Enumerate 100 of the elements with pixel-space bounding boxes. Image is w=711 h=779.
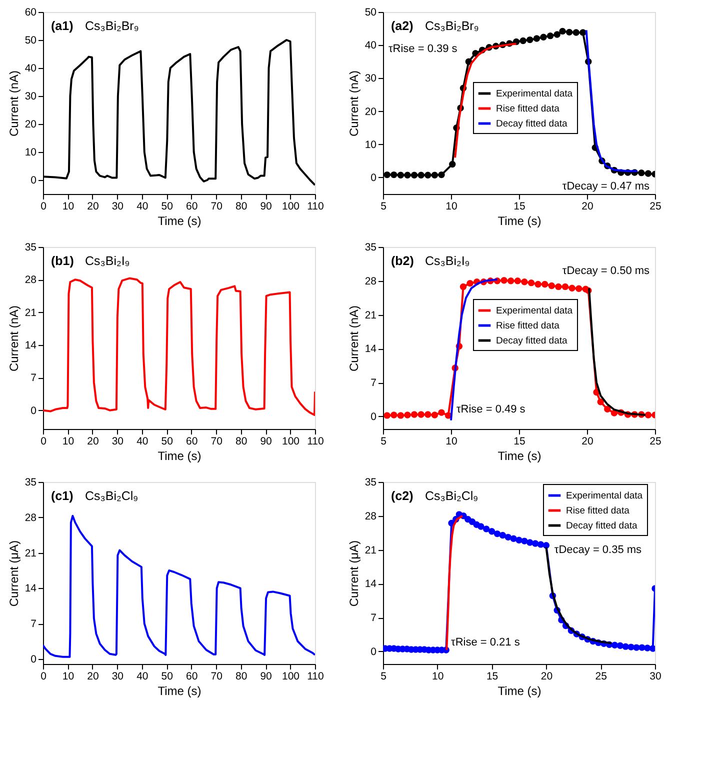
point xyxy=(548,282,555,290)
annotation: τDecay = 0.50 ms xyxy=(562,265,650,278)
x-tick-label: 5 xyxy=(380,200,387,212)
point xyxy=(483,526,490,532)
point xyxy=(410,411,418,418)
y-tick-label: 21 xyxy=(24,547,37,560)
text: (c2) Cs₃Bi₂Cl₉ xyxy=(391,489,478,503)
x-tick-label: 20 xyxy=(87,436,99,448)
x-tick-label: 10 xyxy=(432,670,444,682)
point xyxy=(638,169,645,176)
point xyxy=(597,398,604,406)
line-series xyxy=(43,514,315,658)
point xyxy=(465,58,472,65)
y-tick-label: 50 xyxy=(364,6,377,18)
x-tick-label: 50 xyxy=(161,200,174,212)
x-tick-label: 90 xyxy=(260,200,272,212)
point xyxy=(514,278,521,284)
point xyxy=(504,534,512,541)
y-tick-label: 0 xyxy=(30,653,37,666)
point xyxy=(559,28,566,35)
point xyxy=(521,278,528,286)
y-tick-label: 0 xyxy=(30,174,37,186)
point xyxy=(431,412,438,418)
y-tick-label: 20 xyxy=(364,106,377,118)
legend-label: Decay fitted data xyxy=(496,336,568,346)
y-tick-label: 21 xyxy=(364,544,377,556)
y-tick-label: 60 xyxy=(24,6,37,18)
point xyxy=(611,642,618,648)
y-tick-label: 0 xyxy=(370,172,377,184)
point xyxy=(562,283,569,290)
x-tick-label: 80 xyxy=(235,670,248,682)
x-tick-label: 0 xyxy=(40,200,47,212)
y-tick-label: 28 xyxy=(364,510,377,522)
x-tick-label: 70 xyxy=(210,436,223,448)
annotation: τRise = 0.49 s xyxy=(456,403,526,416)
x-tick-label: 30 xyxy=(112,436,124,448)
legend-label: Decay fitted data xyxy=(566,520,638,532)
y-tick-label: 10 xyxy=(364,138,377,151)
y-tick-label: 35 xyxy=(24,242,37,254)
legend-label: Decay fitted data xyxy=(496,118,568,130)
y-tick-label: 28 xyxy=(364,275,377,288)
annotation: τRise = 0.21 s xyxy=(451,636,520,649)
y-tick-label: 10 xyxy=(24,146,37,158)
y-axis-title: Current (nA) xyxy=(6,305,21,372)
text: (b1) Cs₃Bi₂I₉ xyxy=(51,254,130,268)
y-tick-label: 0 xyxy=(370,646,377,658)
x-tick-label: 20 xyxy=(540,670,553,682)
point xyxy=(622,643,629,650)
x-tick-label: 70 xyxy=(210,670,223,682)
x-tick-label: 15 xyxy=(514,436,526,448)
x-tick-label: 80 xyxy=(235,436,248,448)
point xyxy=(438,171,445,178)
y-axis-title: Current (nA) xyxy=(346,305,361,372)
text: (b2) Cs₃Bi₂I₉ xyxy=(391,254,470,268)
point xyxy=(500,277,508,284)
x-tick-label: 10 xyxy=(62,436,74,448)
legend-label: Experimental data xyxy=(496,88,574,100)
y-axis-title: Current (μA) xyxy=(6,540,21,607)
x-axis-title: Time (s) xyxy=(158,449,202,463)
y-tick-label: 7 xyxy=(370,377,377,390)
x-axis-title: Time (s) xyxy=(158,684,202,698)
point xyxy=(542,542,550,549)
point xyxy=(644,412,652,418)
point xyxy=(404,172,411,178)
x-tick-label: 100 xyxy=(282,200,300,212)
point xyxy=(397,172,404,178)
x-tick-label: 30 xyxy=(650,670,662,682)
y-tick-label: 21 xyxy=(364,309,377,322)
y-axis-title: Current (nA) xyxy=(6,70,21,137)
point xyxy=(510,535,517,542)
x-tick-label: 10 xyxy=(62,670,74,682)
legend-label: Experimental data xyxy=(566,490,644,502)
point xyxy=(390,171,398,178)
y-tick-label: 40 xyxy=(364,40,377,52)
line-series xyxy=(43,277,315,416)
legend-label: Rise fitted data xyxy=(496,320,560,332)
x-tick-label: 15 xyxy=(486,670,498,682)
point xyxy=(494,530,501,538)
y-tick-label: 14 xyxy=(364,343,377,356)
point xyxy=(532,540,539,547)
point xyxy=(533,35,540,42)
y-tick-label: 14 xyxy=(24,340,37,352)
point xyxy=(572,29,580,36)
point xyxy=(397,412,404,419)
annotation: τDecay = 0.47 ms xyxy=(562,180,650,192)
point xyxy=(449,160,456,168)
x-tick-label: 40 xyxy=(136,670,148,682)
point xyxy=(478,523,484,530)
x-tick-label: 5 xyxy=(380,670,387,682)
point xyxy=(499,532,506,539)
point xyxy=(555,283,562,290)
y-tick-label: 7 xyxy=(30,618,37,630)
point xyxy=(526,36,534,44)
x-tick-label: 25 xyxy=(650,436,662,448)
y-tick-label: 28 xyxy=(24,274,37,286)
x-tick-label: 60 xyxy=(186,200,198,212)
x-tick-label: 110 xyxy=(307,670,324,682)
y-tick-label: 0 xyxy=(30,404,37,417)
y-tick-label: 35 xyxy=(24,476,37,488)
x-tick-label: 110 xyxy=(307,200,324,212)
